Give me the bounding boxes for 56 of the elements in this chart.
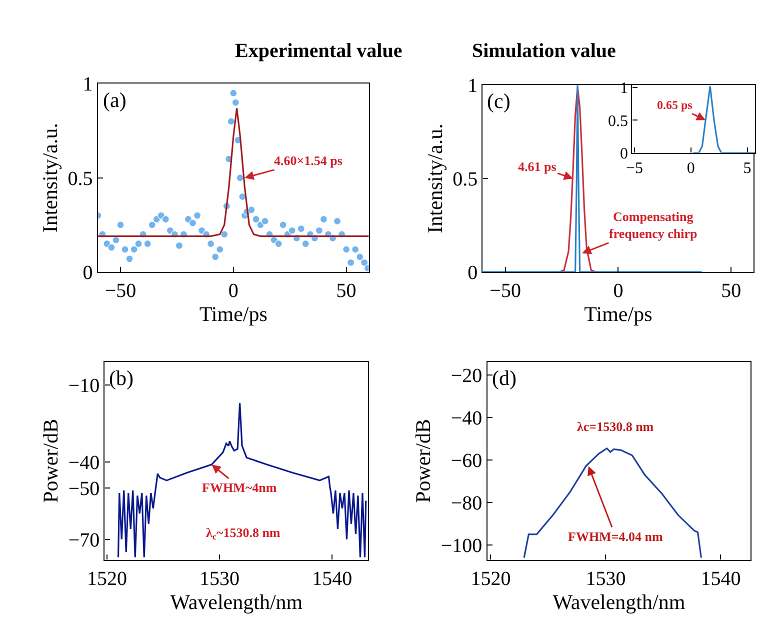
- annotation: (a): [103, 88, 126, 112]
- annotation: Compensating frequency chirp: [609, 209, 698, 241]
- y-tick-label: −60: [450, 450, 482, 472]
- y-axis-title: Intensity/a.u.: [422, 124, 447, 234]
- line-series: [523, 448, 702, 558]
- x-tick-label: −5: [626, 160, 644, 178]
- y-tick-label: −100: [440, 534, 482, 557]
- y-tick-label: −80: [450, 492, 482, 514]
- y-tick-label: 0.5: [608, 112, 628, 130]
- annotation: (b): [109, 366, 134, 390]
- x-tick-label: 1520: [470, 568, 511, 590]
- y-tick-label: 0: [468, 262, 478, 284]
- y-tick-label: −70: [68, 529, 100, 552]
- chart-title: Experimental value: [235, 40, 402, 62]
- line-series: [117, 402, 367, 558]
- y-tick-label: −50: [68, 478, 100, 500]
- annotation: (c): [487, 89, 510, 113]
- x-axis-title: Time/ps: [199, 302, 268, 326]
- y-axis-title: Power/dB: [411, 418, 436, 503]
- y-axis-title: Intensity/a.u.: [38, 123, 62, 233]
- y-axis-title: Power/dB: [38, 418, 63, 503]
- x-tick-label: 5: [743, 160, 752, 178]
- annotation: λ$_{c}$~1530.8 nm: [206, 525, 280, 542]
- y-tick-label: 0.5: [452, 168, 478, 190]
- annotation: FWHM~4nm: [202, 480, 277, 495]
- y-tick-label: 1: [468, 74, 478, 97]
- y-tick-label: 1: [82, 74, 93, 96]
- chart-title: Simulation value: [472, 40, 616, 62]
- x-tick-label: 1540: [700, 568, 741, 590]
- line-series: [692, 85, 756, 153]
- x-tick-label: 0: [686, 160, 695, 178]
- x-tick-label: 1520: [86, 568, 127, 590]
- annotation: 0.65 ps: [657, 98, 693, 112]
- annotation: FWHM=4.04 nm: [568, 529, 663, 544]
- x-tick-label: −50: [104, 280, 136, 302]
- y-tick-label: 0.5: [68, 168, 93, 190]
- y-tick-label: −40: [68, 452, 100, 474]
- y-tick-label: −10: [68, 375, 100, 398]
- annotation: (d): [492, 366, 516, 390]
- x-tick-label: 1530: [200, 568, 240, 590]
- x-axis-title: Wavelength/nm: [170, 590, 303, 614]
- y-tick-label: −40: [450, 407, 482, 430]
- y-tick-label: 0: [620, 145, 628, 162]
- y-tick-label: −20: [450, 364, 482, 387]
- annotation: λc=1530.8 nm: [577, 419, 654, 434]
- x-tick-label: −50: [490, 280, 521, 302]
- x-tick-label: 1530: [586, 568, 626, 590]
- x-axis-title: Time/ps: [584, 302, 652, 326]
- x-tick-label: 50: [721, 280, 742, 302]
- annotation: 4.61 ps: [518, 159, 556, 174]
- x-axis-title: Wavelength/nm: [552, 590, 686, 614]
- x-tick-label: 1540: [312, 568, 352, 590]
- annotation: 4.60×1.54 ps: [274, 153, 342, 168]
- x-tick-label: 50: [336, 280, 356, 302]
- y-tick-label: 0: [82, 262, 93, 284]
- x-tick-label: 0: [228, 280, 238, 302]
